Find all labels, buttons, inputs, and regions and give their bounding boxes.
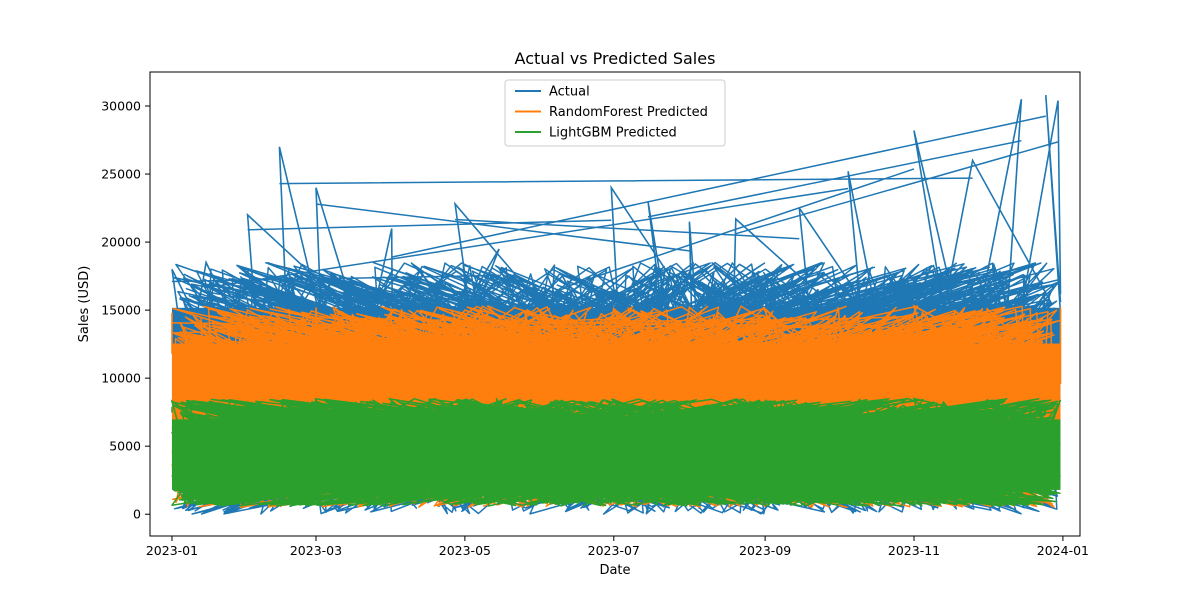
legend-label: RandomForest Predicted bbox=[549, 105, 708, 120]
series-connector-lines bbox=[171, 315, 988, 334]
x-tick-label: 2023-09 bbox=[739, 543, 791, 558]
legend-box bbox=[504, 79, 726, 147]
y-tick-label: 0 bbox=[133, 507, 141, 522]
legend: Actual RandomForest Predicted LightGBM Pre… bbox=[504, 79, 726, 147]
x-tick-label: 2023-11 bbox=[888, 543, 940, 558]
series-lightgbm-predicted bbox=[170, 397, 1062, 507]
y-axis-label: Sales (USD) bbox=[77, 266, 92, 343]
y-tick-label: 25000 bbox=[101, 167, 141, 182]
y-axis: 0 5000 10000 15000 20000 25000 30000 bbox=[101, 99, 150, 522]
x-axis-label: Date bbox=[599, 563, 630, 578]
x-tick-label: 2023-05 bbox=[439, 543, 491, 558]
legend-label: LightGBM Predicted bbox=[549, 126, 677, 141]
series-density-body bbox=[171, 419, 1061, 490]
y-tick-label: 20000 bbox=[101, 235, 141, 250]
legend-label: Actual bbox=[549, 85, 590, 100]
x-axis: 2023-01 2023-03 2023-05 2023-07 2023-09 2023-… bbox=[146, 536, 1089, 558]
x-tick-label: 2023-03 bbox=[290, 543, 342, 558]
y-tick-label: 5000 bbox=[109, 439, 141, 454]
x-tick-label: 2024-01 bbox=[1037, 543, 1089, 558]
y-tick-label: 10000 bbox=[101, 371, 141, 386]
plot-data-layer bbox=[170, 95, 1062, 515]
x-tick-label: 2023-07 bbox=[588, 543, 640, 558]
series-spike-lines bbox=[170, 397, 1062, 450]
y-tick-label: 30000 bbox=[101, 99, 141, 114]
series-spike-lines bbox=[171, 304, 1062, 398]
series-connector-lines bbox=[171, 405, 766, 413]
x-tick-label: 2023-01 bbox=[146, 543, 198, 558]
y-tick-label: 15000 bbox=[101, 303, 141, 318]
series-connector-lines bbox=[171, 115, 1059, 289]
plot-frame bbox=[149, 71, 1081, 537]
chart-title: Actual vs Predicted Sales bbox=[515, 49, 716, 68]
